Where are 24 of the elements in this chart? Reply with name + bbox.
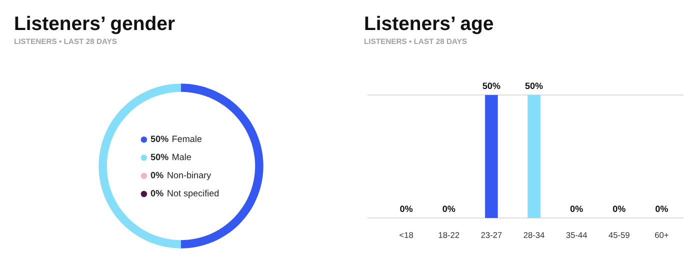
legend-label: Not specified	[168, 190, 219, 198]
data-label: 0%	[400, 206, 413, 212]
text: 0%	[150, 190, 164, 196]
x-tick-label: 45-59	[608, 232, 630, 238]
data-label: 0%	[442, 206, 456, 212]
data-label: 50%	[150, 136, 168, 142]
data-label: 0%	[656, 206, 668, 212]
slice-label: Male	[172, 154, 191, 160]
data-label: 50%	[150, 154, 168, 160]
x-tick-label: 28-34	[524, 232, 544, 238]
x-tick-label: 18-22	[438, 232, 460, 238]
chart-title: Listeners’ age	[365, 16, 494, 34]
data-label: 50%	[525, 82, 543, 90]
data-label: 50%	[482, 82, 500, 90]
x-tick-label: 35-44	[566, 232, 587, 238]
data-label: 0%	[570, 206, 583, 212]
data-label: 0%	[612, 206, 626, 212]
slice-label: Female	[172, 135, 202, 142]
x-tick-label: 23-27	[481, 232, 502, 238]
legend-label: Non-binary	[168, 172, 212, 180]
x-tick-label: 60+	[655, 232, 668, 238]
chart-title: Listeners’ gender	[15, 16, 175, 34]
text: 0%	[150, 172, 164, 178]
x-tick-label: <18	[400, 232, 414, 238]
